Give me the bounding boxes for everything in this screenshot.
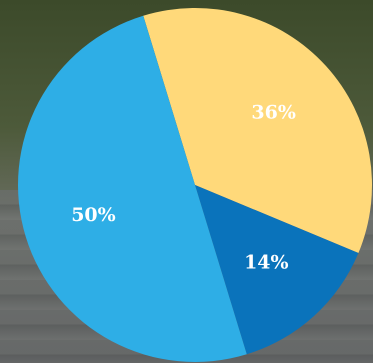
pie-slice-36 [143, 7, 372, 254]
pie-slice-50 [18, 15, 247, 362]
slice-label-36: 36% [251, 102, 296, 124]
slice-label-50: 50% [71, 204, 116, 226]
pie-slice-14 [195, 185, 359, 355]
slice-label-14: 14% [244, 252, 289, 274]
